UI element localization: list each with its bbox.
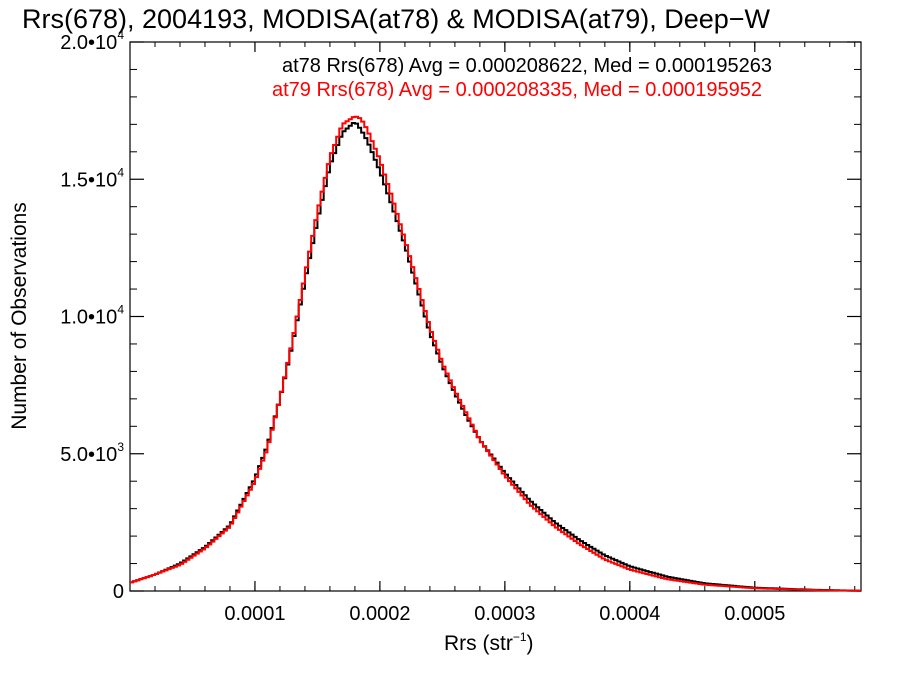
x-tick-label: 0.0003 <box>474 603 535 625</box>
y-tick-label: 1.5•104 <box>60 165 124 191</box>
x-tick-label: 0.0002 <box>349 603 410 625</box>
chart-title: Rrs(678), 2004193, MODISA(at78) & MODISA… <box>22 4 771 34</box>
y-tick-label-exp: 4 <box>117 165 124 179</box>
y-tick-label-base: 1.0•10 <box>60 307 117 329</box>
y-tick-label: 5.0•103 <box>60 440 124 466</box>
y-tick-label-base: 2.0•10 <box>60 32 117 54</box>
y-tick-label: 2.0•104 <box>60 28 124 54</box>
x-axis-label-main: Rrs (str <box>444 632 513 655</box>
legend-entry-at79: at79 Rrs(678) Avg = 0.000208335, Med = 0… <box>272 79 762 101</box>
x-axis-label: Rrs (str−1) <box>444 630 534 655</box>
y-tick-label-base: 1.5•10 <box>60 169 117 191</box>
y-tick-label: 0 <box>113 581 124 603</box>
y-tick-label-base: 5.0•10 <box>60 444 117 466</box>
y-axis-label: Number of Observations <box>8 202 31 430</box>
x-axis-ticks: 0.0001 0.0002 0.0003 0.0004 0.0005 <box>154 42 856 625</box>
y-tick-label-exp: 3 <box>117 440 124 454</box>
y-tick-label-base: 0 <box>113 581 124 603</box>
y-tick-label-exp: 4 <box>117 303 124 317</box>
x-axis-label-sup: −1 <box>513 630 527 644</box>
x-axis-label-close: ) <box>527 632 534 655</box>
series-line-at79 <box>130 115 861 592</box>
x-tick-label: 0.0005 <box>724 603 785 625</box>
series-line-at78 <box>130 121 861 592</box>
y-tick-label-exp: 4 <box>117 28 124 42</box>
series-layer <box>130 115 861 592</box>
legend-entry-at78: at78 Rrs(678) Avg = 0.000208622, Med = 0… <box>282 55 772 77</box>
x-tick-label: 0.0001 <box>224 603 285 625</box>
y-tick-label: 1.0•104 <box>60 303 124 329</box>
x-tick-label: 0.0004 <box>599 603 660 625</box>
